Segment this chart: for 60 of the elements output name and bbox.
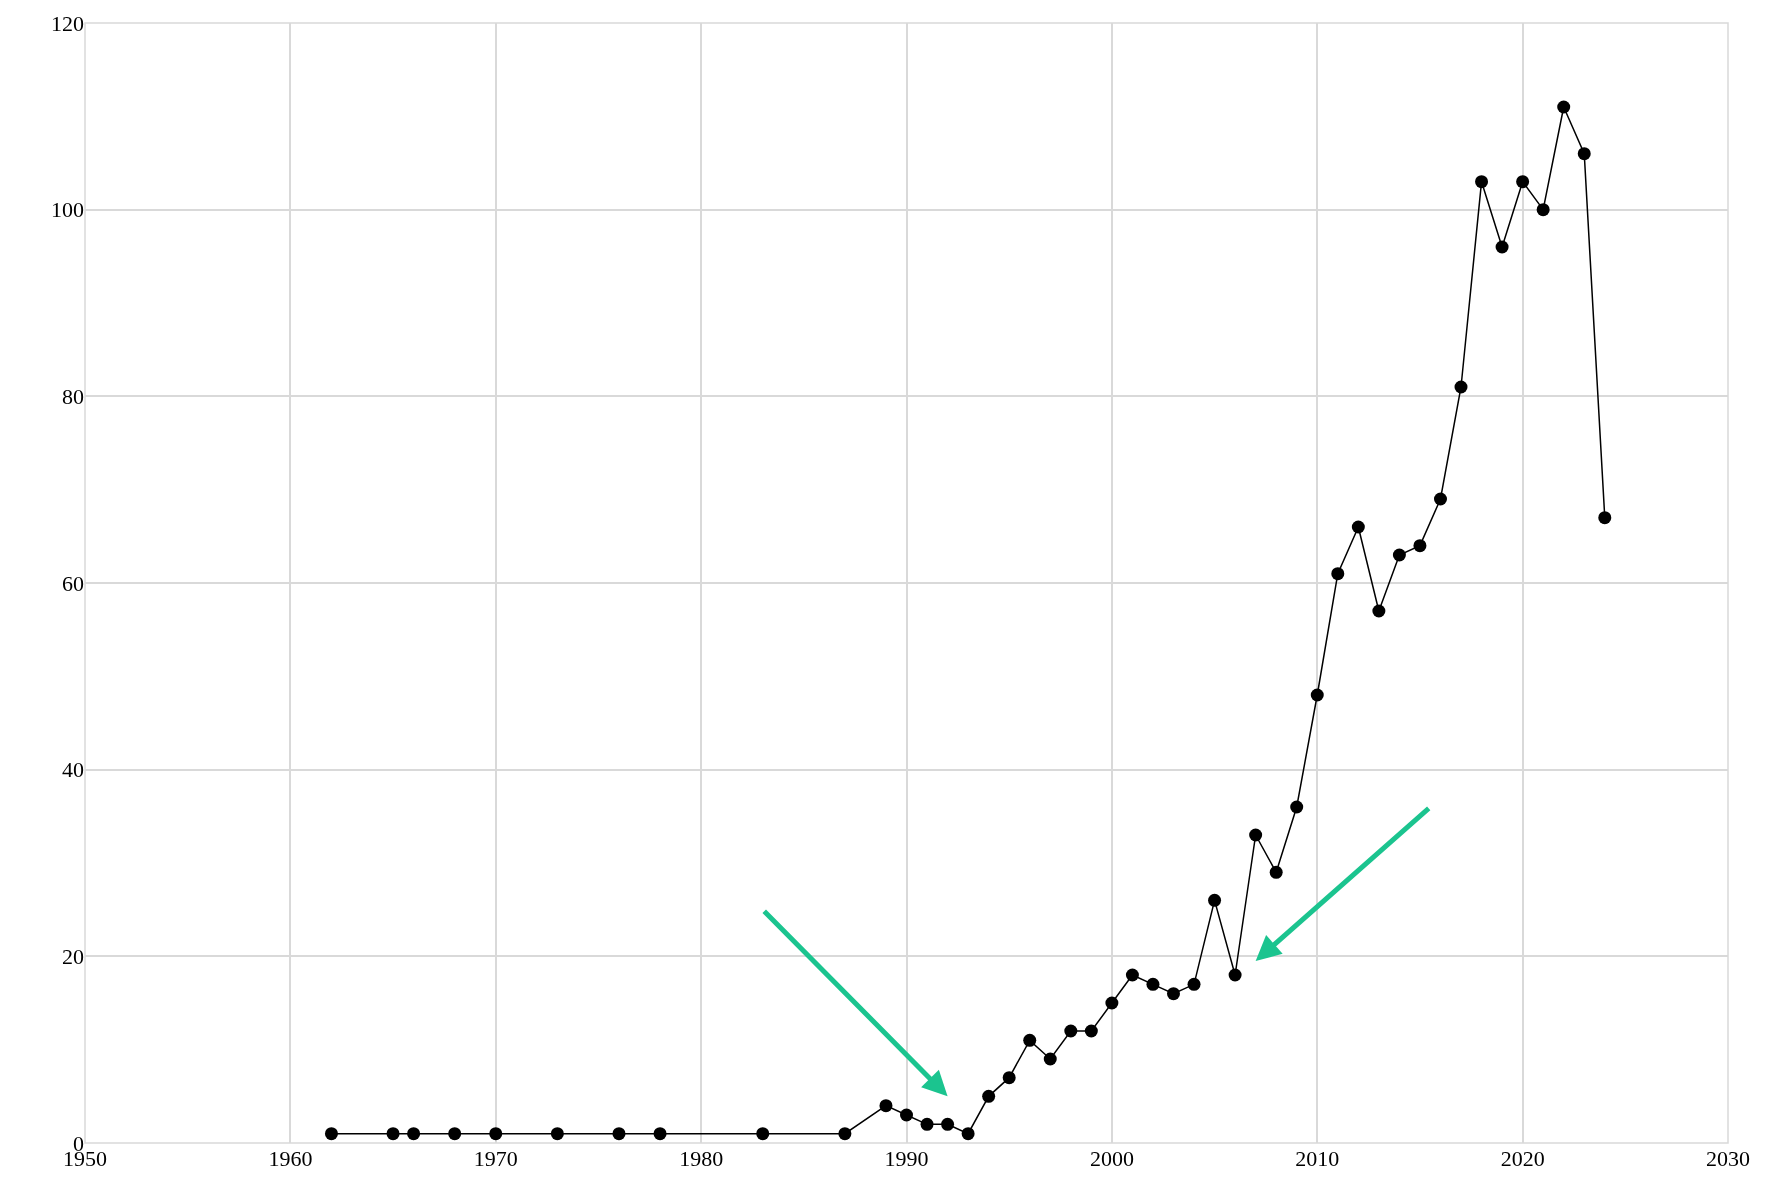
point xyxy=(1228,968,1242,982)
point xyxy=(838,1127,852,1141)
point xyxy=(1105,996,1119,1010)
x-tick-label: 1980 xyxy=(679,1146,724,1171)
point xyxy=(1146,977,1160,991)
point xyxy=(1023,1033,1037,1047)
point xyxy=(756,1127,770,1141)
x-tick-label: 1970 xyxy=(473,1146,518,1171)
point xyxy=(1249,828,1263,842)
point xyxy=(920,1117,934,1131)
y-tick-label: 120 xyxy=(51,10,84,36)
point xyxy=(1577,147,1591,161)
point xyxy=(941,1117,955,1131)
point xyxy=(1310,688,1324,702)
point xyxy=(489,1127,503,1141)
point xyxy=(1208,893,1222,907)
point xyxy=(1454,380,1468,394)
point xyxy=(653,1127,667,1141)
y-tick-label: 100 xyxy=(51,197,84,223)
point xyxy=(1084,1024,1098,1038)
point xyxy=(386,1127,400,1141)
x-tick-label: 2010 xyxy=(1295,1146,1340,1171)
point xyxy=(1392,548,1406,562)
point xyxy=(1167,987,1180,1001)
point xyxy=(1475,175,1489,189)
point xyxy=(1413,539,1427,553)
point xyxy=(1536,203,1550,217)
point xyxy=(961,1127,975,1141)
y-tick-label: 80 xyxy=(62,384,84,410)
point xyxy=(324,1127,338,1141)
point xyxy=(900,1108,913,1122)
point xyxy=(1516,175,1530,189)
point xyxy=(1372,604,1386,618)
point xyxy=(1290,800,1304,814)
point xyxy=(448,1127,462,1141)
point xyxy=(612,1127,626,1141)
x-tick-label: 1960 xyxy=(268,1146,313,1171)
point xyxy=(1557,100,1571,114)
y-tick-label: 40 xyxy=(62,757,84,783)
point xyxy=(1002,1071,1016,1085)
point xyxy=(407,1127,421,1141)
point xyxy=(1064,1024,1078,1038)
point xyxy=(982,1089,996,1103)
x-tick-label: 2000 xyxy=(1089,1146,1134,1171)
point xyxy=(1125,968,1139,982)
point xyxy=(1043,1052,1057,1066)
point xyxy=(1331,567,1345,581)
point xyxy=(1433,492,1447,506)
point xyxy=(550,1127,564,1141)
point xyxy=(1351,520,1365,534)
x-tick-label: 1990 xyxy=(884,1146,929,1171)
point xyxy=(1269,865,1283,879)
point xyxy=(1598,511,1612,525)
y-tick-label: 60 xyxy=(62,570,84,596)
point xyxy=(1495,240,1509,254)
x-tick-label: 2030 xyxy=(1706,1146,1750,1171)
point xyxy=(879,1099,893,1113)
y-tick-label: 20 xyxy=(62,944,84,970)
point xyxy=(1187,977,1201,991)
x-tick-label: 2020 xyxy=(1500,1146,1545,1171)
